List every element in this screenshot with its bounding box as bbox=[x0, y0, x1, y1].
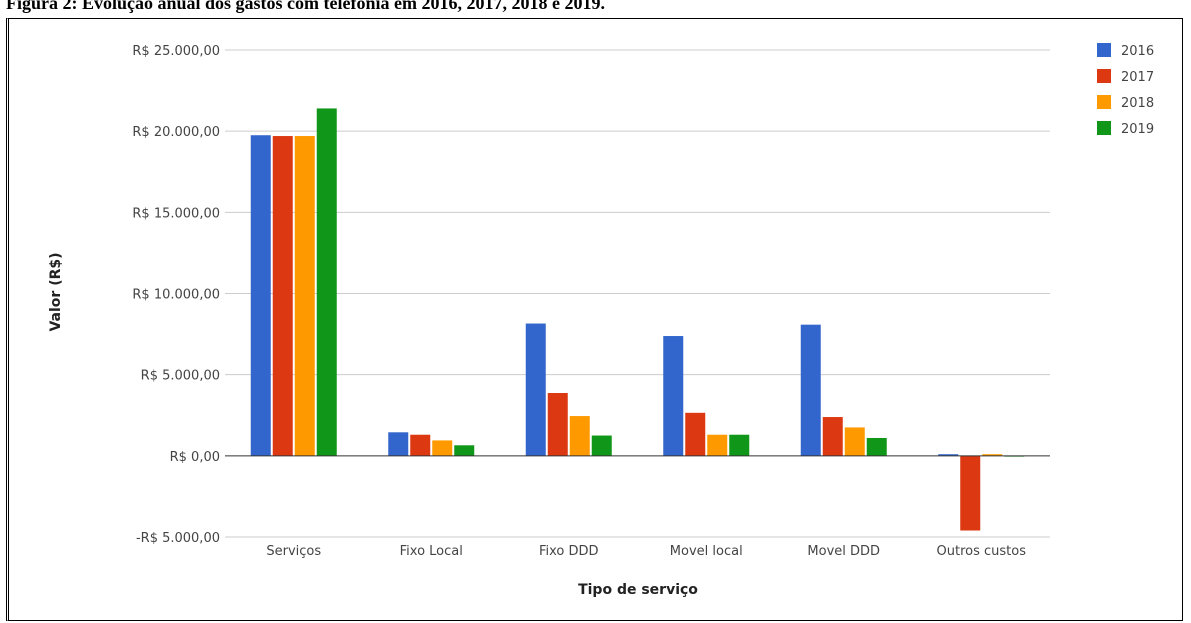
x-tick-label: Outros custos bbox=[937, 544, 1027, 559]
y-tick-label: R$ 25.000,00 bbox=[132, 44, 220, 59]
legend-label: 2019 bbox=[1121, 122, 1154, 137]
legend: 2016 2017 2018 2019 bbox=[1097, 43, 1154, 137]
bar-2019 bbox=[866, 437, 887, 456]
bar-2016 bbox=[388, 432, 409, 456]
y-tick-label: R$ 10.000,00 bbox=[132, 288, 220, 303]
bar-2016 bbox=[250, 135, 271, 456]
gridlines bbox=[225, 49, 1050, 538]
legend-swatch bbox=[1097, 121, 1111, 135]
y-axis-title: Valor (R$) bbox=[48, 252, 64, 331]
x-tick-label: Serviços bbox=[266, 544, 321, 559]
bar-2018 bbox=[982, 454, 1003, 456]
x-tick-label: Movel local bbox=[670, 544, 743, 559]
bar-2019 bbox=[591, 435, 612, 456]
bar-2018 bbox=[294, 136, 315, 456]
x-axis-title: Tipo de serviço bbox=[578, 582, 698, 598]
bar-2016 bbox=[800, 324, 821, 456]
bar-2018 bbox=[707, 434, 728, 456]
x-tick-label: Fixo DDD bbox=[539, 544, 599, 559]
figure-frame bbox=[6, 18, 1183, 621]
bar-2017 bbox=[547, 393, 568, 456]
bar-2016 bbox=[525, 323, 546, 456]
y-tick-label: -R$ 5.000,00 bbox=[136, 531, 220, 546]
bar-2019 bbox=[454, 445, 475, 456]
bar-2019 bbox=[729, 434, 750, 456]
legend-label: 2018 bbox=[1121, 96, 1154, 111]
bar-2017 bbox=[685, 412, 706, 456]
bar-2018 bbox=[844, 427, 865, 456]
x-tick-label: Movel DDD bbox=[807, 544, 880, 559]
x-tick-label: Fixo Local bbox=[400, 544, 463, 559]
legend-swatch bbox=[1097, 43, 1111, 57]
bar-2017 bbox=[272, 136, 293, 456]
legend-swatch bbox=[1097, 69, 1111, 83]
bar-2017 bbox=[960, 455, 981, 531]
legend-label: 2017 bbox=[1121, 70, 1154, 85]
x-axis-ticks: Serviços Fixo Local Fixo DDD Movel local Mov… bbox=[266, 544, 1026, 559]
bar-2018 bbox=[432, 440, 453, 456]
bar-2019 bbox=[316, 108, 337, 456]
legend-label: 2016 bbox=[1121, 44, 1154, 59]
bars bbox=[250, 108, 1025, 531]
figure-caption: Figura 2: Evolução anual dos gastos com … bbox=[6, 0, 605, 13]
bar-2016 bbox=[938, 454, 959, 456]
y-axis-ticks: R$ 25.000,00 R$ 20.000,00 R$ 15.000,00 R$ 1… bbox=[132, 44, 220, 546]
bar-2018 bbox=[569, 416, 590, 456]
bar-2016 bbox=[663, 336, 684, 456]
bar-2017 bbox=[822, 417, 843, 456]
y-tick-label: R$ 0,00 bbox=[170, 450, 220, 465]
bar-2017 bbox=[410, 434, 431, 456]
y-tick-label: R$ 5.000,00 bbox=[141, 369, 220, 384]
y-tick-label: R$ 20.000,00 bbox=[132, 125, 220, 140]
legend-swatch bbox=[1097, 95, 1111, 109]
y-tick-label: R$ 15.000,00 bbox=[132, 206, 220, 221]
